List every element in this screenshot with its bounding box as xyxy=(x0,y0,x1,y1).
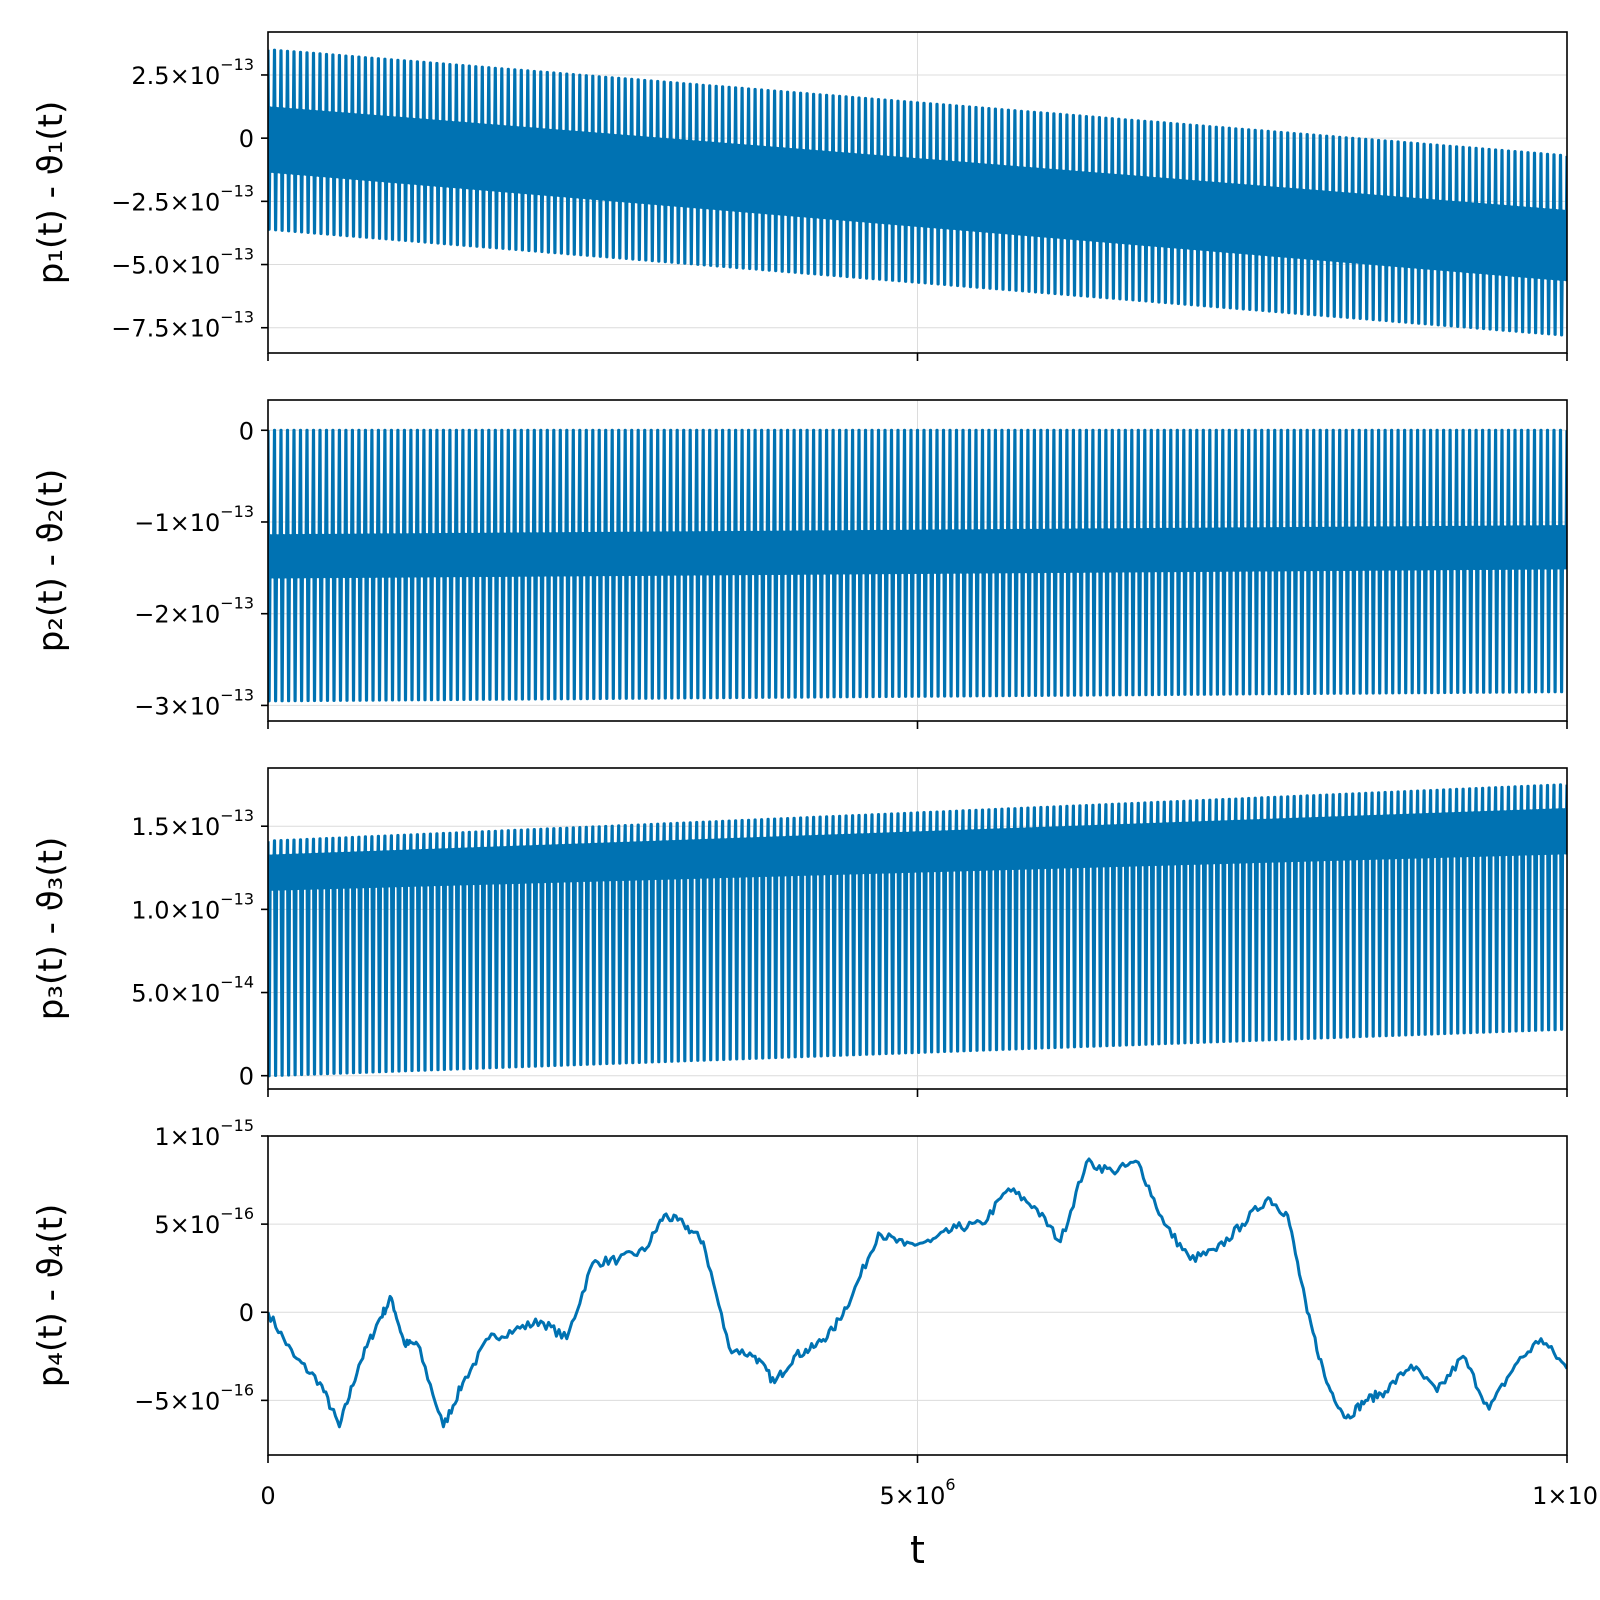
y-tick-label-exponent: −16 xyxy=(220,1380,254,1399)
x-tick-label-exponent: 6 xyxy=(945,1475,955,1494)
panel-2-series-band xyxy=(268,543,1567,561)
y-tick-label-exponent: −13 xyxy=(220,244,254,263)
y-tick-label: 0 xyxy=(239,417,254,445)
y-tick-label: 0 xyxy=(239,125,254,153)
y-tick-label-exponent: −13 xyxy=(220,501,254,520)
panel-3-series-line xyxy=(268,783,1567,1078)
panel-3-series-band xyxy=(268,826,1567,877)
y-tick-label: −2×10−13 xyxy=(134,593,254,629)
y-tick-label: −5.0×10−13 xyxy=(111,244,254,280)
y-tick-label-mantissa: 0 xyxy=(239,417,254,445)
y-tick-label-mantissa: 0 xyxy=(239,1063,254,1091)
y-tick-label-mantissa: 0 xyxy=(239,1299,254,1327)
y-tick-label-exponent: −15 xyxy=(220,1116,254,1135)
y-tick-label: −1×10−13 xyxy=(134,501,254,537)
panel-3-ylabel: p₃(t) - ϑ₃(t) xyxy=(31,837,71,1021)
x-axis: 0 5×106 1×10 t xyxy=(260,1475,1598,1573)
y-tick-label-mantissa: 5.0×10 xyxy=(131,980,220,1008)
y-tick-label-mantissa: −5.0×10 xyxy=(111,252,220,280)
y-tick-label-exponent: −13 xyxy=(220,181,254,200)
y-tick-label-mantissa: 1.0×10 xyxy=(131,896,220,924)
panel-1: 2.5×10−130−2.5×10−13−5.0×10−13−7.5×10−13… xyxy=(31,31,1568,361)
panel-2-series xyxy=(268,428,1567,703)
y-tick-label: 0 xyxy=(239,1063,254,1091)
y-tick-label-exponent: −13 xyxy=(220,54,254,73)
y-tick-label-mantissa: −2.5×10 xyxy=(111,188,220,216)
y-tick-label-exponent: −13 xyxy=(220,307,254,326)
x-tick-label: 5×106 xyxy=(879,1475,955,1511)
y-tick-label: −3×10−13 xyxy=(134,685,254,721)
y-tick-label-mantissa: 1×10 xyxy=(154,1123,220,1151)
y-tick-label: 5×10−16 xyxy=(154,1204,254,1240)
panel-1-series xyxy=(268,48,1567,337)
panel-2-y-ticks: 0−1×10−13−2×10−13−3×10−13 xyxy=(134,417,268,720)
panel-1-y-ticks: 2.5×10−130−2.5×10−13−5.0×10−13−7.5×10−13 xyxy=(111,54,268,343)
y-tick-label: 1×10−15 xyxy=(154,1116,254,1152)
y-tick-label-exponent: −13 xyxy=(220,806,254,825)
y-tick-label-mantissa: 2.5×10 xyxy=(131,62,220,90)
x-tick-label-mantissa: 0 xyxy=(260,1482,275,1510)
x-axis-label: t xyxy=(910,1528,925,1572)
y-tick-label-exponent: −13 xyxy=(220,889,254,908)
y-tick-label-mantissa: −3×10 xyxy=(134,692,220,720)
y-tick-label: 2.5×10−13 xyxy=(131,54,254,90)
y-tick-label: 1.0×10−13 xyxy=(131,889,254,925)
y-tick-label: 5.0×10−14 xyxy=(131,972,254,1008)
panel-1-ylabel: p₁(t) - ϑ₁(t) xyxy=(31,101,71,285)
y-tick-label: 0 xyxy=(239,1299,254,1327)
y-tick-label-mantissa: −5×10 xyxy=(134,1387,220,1415)
panel-4-series xyxy=(268,1157,1567,1429)
panels: 2.5×10−130−2.5×10−13−5.0×10−13−7.5×10−13… xyxy=(31,31,1568,1463)
y-tick-label: −2.5×10−13 xyxy=(111,181,254,217)
panel-4-ylabel: p₄(t) - ϑ₄(t) xyxy=(31,1204,71,1388)
panel-2-ylabel: p₂(t) - ϑ₂(t) xyxy=(31,469,71,653)
panel-3-y-ticks: 1.5×10−131.0×10−135.0×10−140 xyxy=(131,806,268,1091)
panel-4-series-line xyxy=(268,1157,1567,1429)
panel-1-series-line xyxy=(268,48,1567,337)
panel-4-grid xyxy=(267,1135,1568,1455)
x-tick-label: 1×10 xyxy=(1532,1482,1598,1510)
y-tick-label-mantissa: 1.5×10 xyxy=(131,813,220,841)
y-tick-label-mantissa: −1×10 xyxy=(134,509,220,537)
x-tick-label: 0 xyxy=(260,1482,275,1510)
y-tick-label: −7.5×10−13 xyxy=(111,307,254,343)
y-tick-label-mantissa: −2×10 xyxy=(134,601,220,629)
y-tick-label-exponent: −13 xyxy=(220,593,254,612)
y-tick-label: 1.5×10−13 xyxy=(131,806,254,842)
panel-4-y-ticks: 1×10−155×10−160−5×10−16 xyxy=(134,1116,268,1416)
panel-2-series-line xyxy=(268,428,1567,703)
panel-3-series xyxy=(268,783,1567,1078)
y-tick-label-mantissa: −7.5×10 xyxy=(111,315,220,343)
x-tick-label-mantissa: 5×10 xyxy=(879,1482,945,1510)
x-tick-label-mantissa: 1×10 xyxy=(1532,1482,1598,1510)
y-tick-label-exponent: −13 xyxy=(220,685,254,704)
y-tick-label-exponent: −16 xyxy=(220,1204,254,1223)
y-tick-label-exponent: −14 xyxy=(220,972,254,991)
y-tick-label-mantissa: 5×10 xyxy=(154,1211,220,1239)
panel-1-series-band xyxy=(268,133,1567,253)
y-tick-label: −5×10−16 xyxy=(134,1380,254,1416)
y-tick-label-mantissa: 0 xyxy=(239,125,254,153)
